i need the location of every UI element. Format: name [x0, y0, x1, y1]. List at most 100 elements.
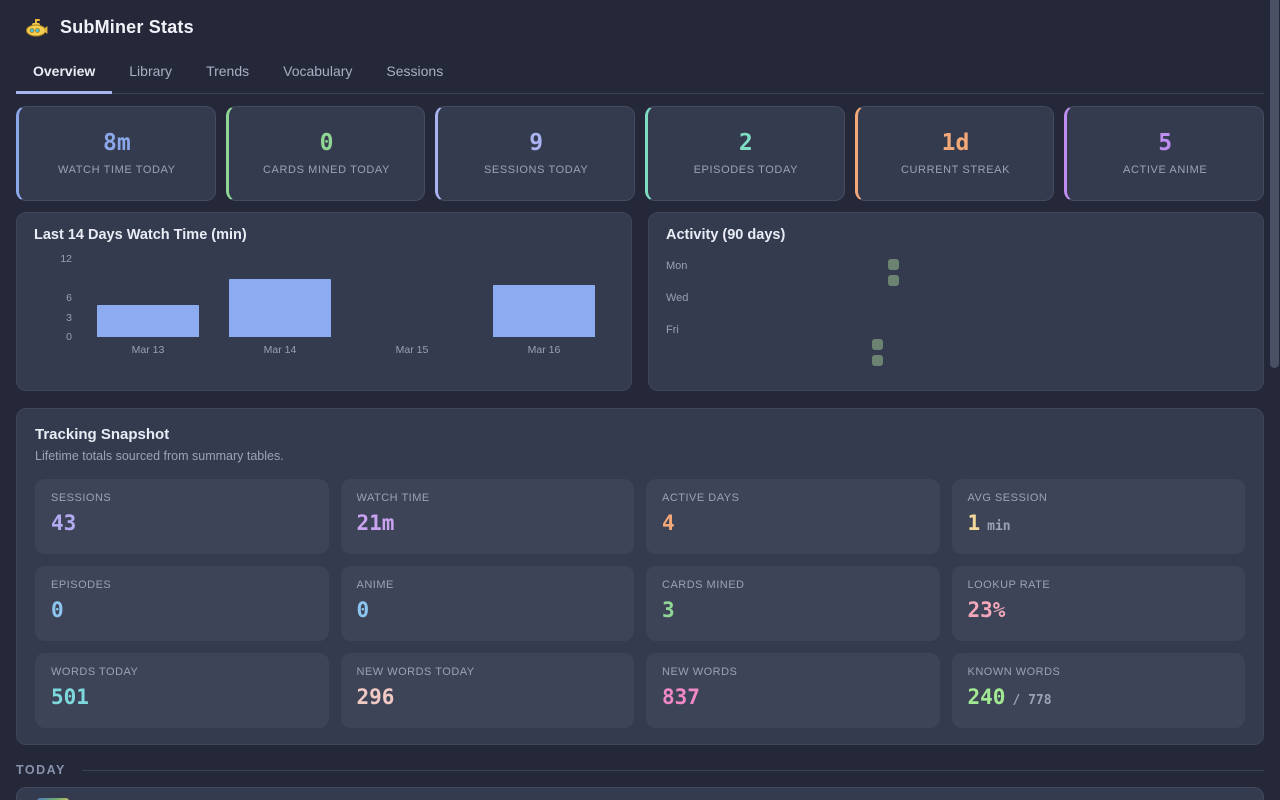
heatmap-active-cell — [872, 339, 883, 350]
stat-value: 9 — [529, 129, 544, 156]
tile-label: AVG SESSION — [967, 492, 1048, 504]
tile-value-row: 21m — [357, 513, 619, 534]
y-axis-tick: 12 — [60, 253, 72, 265]
tile-value-row: 43 — [51, 513, 313, 534]
tile-value-row: 296 — [357, 687, 619, 708]
watch-time-chart-card: Last 14 Days Watch Time (min) 0 3 6 12 Mar 1… — [16, 212, 632, 391]
tab-bar: Overview Library Trends Vocabulary Sessions — [16, 53, 1264, 94]
tile-value: 0 — [51, 598, 64, 622]
tile-value: 0 — [356, 598, 370, 622]
heatmap-active-cell — [872, 355, 883, 366]
stat-value: 0 — [319, 129, 334, 156]
tab-sessions[interactable]: Sessions — [386, 63, 444, 79]
stat-label: ACTIVE ANIME — [1123, 163, 1208, 176]
bar-slots: Mar 13 Mar 14 Mar 15 Mar 16 — [82, 259, 610, 356]
bar-slot: Mar 13 — [82, 259, 214, 356]
scrollbar-thumb[interactable] — [1270, 0, 1279, 368]
tile-label: EPISODES — [51, 579, 112, 591]
tile-value-suffix: / 778 — [1012, 693, 1052, 708]
tile-value: 43 — [51, 511, 77, 535]
tile-known-words: KNOWN WORDS 240 / 778 — [951, 653, 1245, 728]
tile-value-row: 4 — [662, 513, 924, 534]
tile-words-today: WORDS TODAY 501 — [35, 653, 329, 728]
y-axis-tick: 0 — [66, 331, 72, 343]
y-axis-tick: 3 — [66, 311, 72, 324]
tracking-subtitle: Lifetime totals sourced from summary tab… — [35, 449, 284, 463]
tile-label: NEW WORDS TODAY — [356, 666, 475, 678]
tile-value: 3 — [662, 598, 675, 622]
tile-new-words: NEW WORDS 837 — [646, 653, 940, 728]
x-axis-label: Mar 13 — [131, 344, 165, 356]
tile-value-row: 3 — [662, 600, 924, 621]
stat-value: 5 — [1158, 129, 1173, 156]
tile-value: 21m — [356, 511, 395, 535]
stat-value: 8m — [102, 129, 131, 156]
activity-heatmap-card: Activity (90 days) Mon Wed Fri — [648, 212, 1264, 391]
tile-value-row: 23% — [968, 600, 1230, 621]
tracking-tiles-grid: SESSIONS 43 WATCH TIME 21m ACTIVE DAYS 4 AVG S… — [35, 479, 1245, 728]
bar-chart: 0 3 6 12 Mar 13 Mar 14 Mar 15 Mar 16 — [60, 253, 610, 356]
bar-mar-13 — [96, 304, 200, 337]
tracking-title: Tracking Snapshot — [35, 426, 170, 443]
tile-value: 501 — [51, 685, 89, 709]
tab-trends[interactable]: Trends — [206, 63, 250, 79]
tracking-snapshot-card: Tracking Snapshot Lifetime totals source… — [16, 408, 1264, 745]
bar-chart-title: Last 14 Days Watch Time (min) — [34, 227, 247, 243]
tile-label: NEW WORDS — [662, 666, 738, 678]
tile-cards-mined: CARDS MINED 3 — [646, 566, 940, 641]
y-axis-tick: 6 — [66, 292, 72, 304]
x-axis-label: Mar 16 — [527, 344, 561, 356]
stat-card-sessions-today: 9 SESSIONS TODAY — [435, 106, 635, 201]
stat-label: SESSIONS TODAY — [483, 163, 589, 176]
stat-label: WATCH TIME TODAY — [58, 163, 176, 176]
tile-value: 837 — [662, 685, 700, 709]
tile-lookup-rate: LOOKUP RATE 23% — [951, 566, 1245, 641]
today-divider — [81, 769, 1264, 771]
tile-sessions: SESSIONS 43 — [35, 479, 329, 554]
page-title: SubMiner Stats — [60, 16, 194, 37]
tab-vocabulary[interactable]: Vocabulary — [283, 63, 353, 79]
stat-value: 1d — [941, 129, 970, 156]
bar-slot: Mar 15 — [346, 259, 478, 356]
tile-episodes: EPISODES 0 — [35, 566, 329, 641]
tile-watch-time: WATCH TIME 21m — [340, 479, 634, 554]
x-axis-label: Mar 14 — [263, 344, 297, 356]
x-axis-label: Mar 15 — [395, 344, 429, 356]
tile-label: WORDS TODAY — [51, 666, 139, 678]
tile-value-row: 837 — [662, 687, 924, 708]
stat-card-active-anime: 5 ACTIVE ANIME — [1064, 106, 1264, 201]
tile-label: WATCH TIME — [356, 492, 430, 504]
app-header: SubMiner Stats — [16, 0, 1264, 39]
tile-avg-session: AVG SESSION 1 min — [951, 479, 1245, 554]
tile-value: 240 — [967, 685, 1006, 709]
tab-overview[interactable]: Overview — [16, 53, 113, 94]
stat-card-watch-time-today: 8m WATCH TIME TODAY — [16, 106, 216, 201]
episode-thumbnail — [37, 798, 69, 800]
today-label: TODAY — [16, 763, 66, 777]
bar-mar-16 — [492, 285, 596, 337]
heatmap-active-cell — [888, 275, 899, 286]
bar-slot: Mar 16 — [478, 259, 610, 356]
tile-label: SESSIONS — [51, 492, 112, 504]
heatmap-day-label: Mon — [666, 260, 688, 272]
heatmap-day-label: Wed — [666, 292, 689, 304]
today-entry-card[interactable] — [16, 787, 1264, 800]
tile-value-row: 1 min — [967, 511, 1230, 535]
tile-value-row: 501 — [51, 687, 313, 708]
tile-value-row: 0 — [357, 600, 619, 621]
tile-value: 1 — [967, 511, 981, 535]
heatmap-title: Activity (90 days) — [666, 227, 786, 243]
stat-card-cards-mined-today: 0 CARDS MINED TODAY — [225, 106, 426, 201]
tile-value: 4 — [662, 511, 675, 535]
tile-label: ANIME — [356, 579, 394, 591]
tile-label: KNOWN WORDS — [967, 666, 1061, 678]
tab-library[interactable]: Library — [129, 63, 173, 79]
tile-anime: ANIME 0 — [340, 566, 634, 641]
today-stats-row: 8m WATCH TIME TODAY 0 CARDS MINED TODAY 9 SES… — [16, 106, 1264, 201]
tile-new-words-today: NEW WORDS TODAY 296 — [340, 653, 634, 728]
tile-value-row: 0 — [51, 600, 313, 621]
tile-active-days: ACTIVE DAYS 4 — [646, 479, 940, 554]
tile-value-suffix: min — [987, 519, 1011, 534]
tile-label: ACTIVE DAYS — [662, 492, 740, 504]
